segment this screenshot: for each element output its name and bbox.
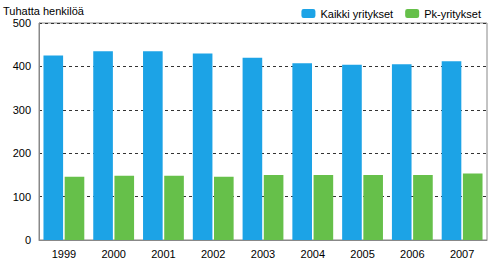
svg-text:300: 300: [13, 104, 31, 116]
svg-text:200: 200: [13, 147, 31, 159]
svg-text:2003: 2003: [251, 248, 275, 260]
svg-text:400: 400: [13, 60, 31, 72]
svg-text:2006: 2006: [400, 248, 424, 260]
svg-text:0: 0: [25, 234, 31, 246]
svg-text:2007: 2007: [450, 248, 474, 260]
svg-text:2004: 2004: [301, 248, 325, 260]
svg-text:500: 500: [13, 17, 31, 29]
svg-text:1999: 1999: [52, 248, 76, 260]
svg-text:2005: 2005: [350, 248, 374, 260]
svg-text:2002: 2002: [201, 248, 225, 260]
svg-text:100: 100: [13, 191, 31, 203]
svg-text:2001: 2001: [151, 248, 175, 260]
svg-text:Pk-yritykset: Pk-yritykset: [424, 8, 481, 20]
svg-text:Tuhatta henkilöä: Tuhatta henkilöä: [3, 5, 85, 17]
svg-text:2000: 2000: [101, 248, 125, 260]
svg-text:Kaikki yritykset: Kaikki yritykset: [320, 8, 393, 20]
